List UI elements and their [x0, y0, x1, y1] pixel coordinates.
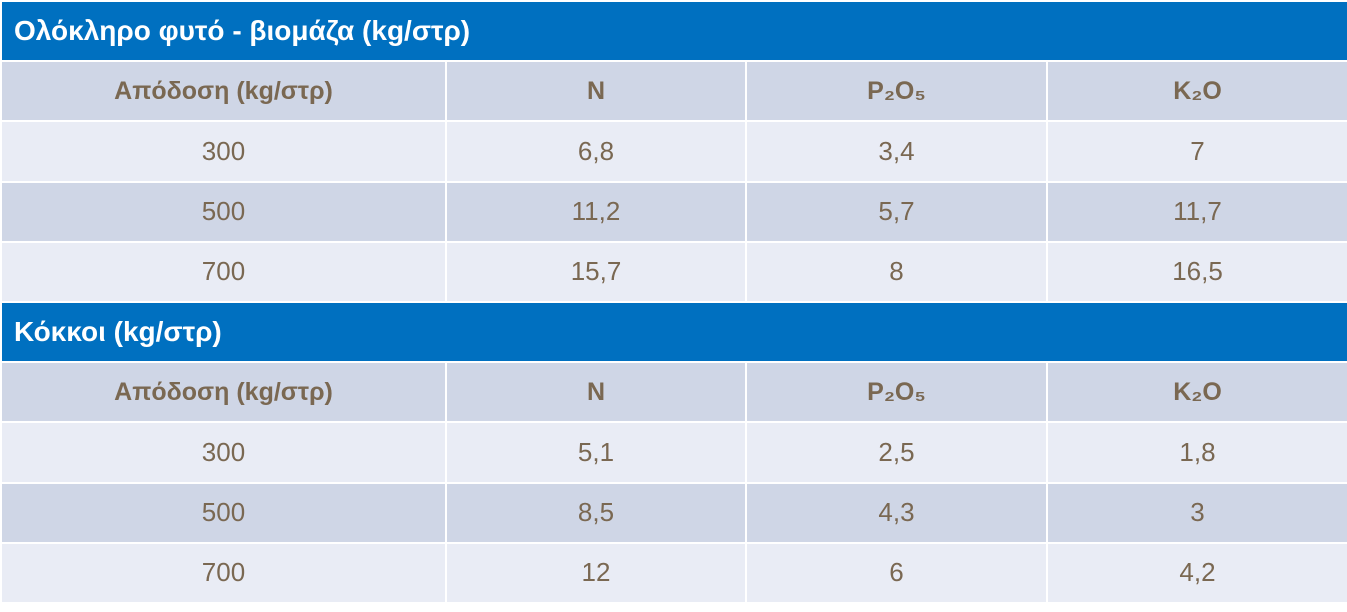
data-cell: 6,8: [447, 122, 745, 181]
header-cell: Απόδοση (kg/στρ): [2, 363, 445, 422]
data-cell: 2,5: [747, 423, 1046, 482]
header-cell: N: [447, 363, 745, 422]
data-cell: 1,8: [1048, 423, 1347, 482]
data-cell: 8: [747, 242, 1046, 301]
section-title: Κόκκοι (kg/στρ): [2, 302, 1347, 362]
data-cell: 500: [2, 483, 445, 542]
data-cell: 4,2: [1048, 543, 1347, 602]
data-cell: 3,4: [747, 122, 1046, 181]
header-cell: Απόδοση (kg/στρ): [2, 62, 445, 121]
table-body: Ολόκληρο φυτό - βιομάζα (kg/στρ) Απόδοση …: [2, 2, 1347, 602]
header-cell: K₂O: [1048, 363, 1347, 422]
data-cell: 11,2: [447, 182, 745, 241]
data-cell: 4,3: [747, 483, 1046, 542]
section-title-row: Κόκκοι (kg/στρ): [2, 302, 1347, 362]
data-row: 300 6,8 3,4 7: [2, 122, 1347, 181]
data-cell: 5,7: [747, 182, 1046, 241]
header-cell: K₂O: [1048, 62, 1347, 121]
data-cell: 300: [2, 122, 445, 181]
data-row: 700 12 6 4,2: [2, 543, 1347, 602]
header-cell: N: [447, 62, 745, 121]
data-cell: 700: [2, 242, 445, 301]
data-cell: 15,7: [447, 242, 745, 301]
data-cell: 6: [747, 543, 1046, 602]
header-cell: P₂O₅: [747, 363, 1046, 422]
data-row: 300 5,1 2,5 1,8: [2, 423, 1347, 482]
section-title: Ολόκληρο φυτό - βιομάζα (kg/στρ): [2, 2, 1347, 61]
data-cell: 3: [1048, 483, 1347, 542]
data-cell: 500: [2, 182, 445, 241]
data-cell: 700: [2, 543, 445, 602]
data-cell: 12: [447, 543, 745, 602]
header-row: Απόδοση (kg/στρ) N P₂O₅ K₂O: [2, 62, 1347, 121]
section-title-row: Ολόκληρο φυτό - βιομάζα (kg/στρ): [2, 2, 1347, 61]
data-cell: 11,7: [1048, 182, 1347, 241]
data-cell: 16,5: [1048, 242, 1347, 301]
data-cell: 8,5: [447, 483, 745, 542]
data-row: 500 8,5 4,3 3: [2, 483, 1347, 542]
data-row: 500 11,2 5,7 11,7: [2, 182, 1347, 241]
header-cell: P₂O₅: [747, 62, 1046, 121]
data-cell: 5,1: [447, 423, 745, 482]
header-row: Απόδοση (kg/στρ) N P₂O₅ K₂O: [2, 363, 1347, 422]
data-cell: 300: [2, 423, 445, 482]
data-cell: 7: [1048, 122, 1347, 181]
data-row: 700 15,7 8 16,5: [2, 242, 1347, 301]
